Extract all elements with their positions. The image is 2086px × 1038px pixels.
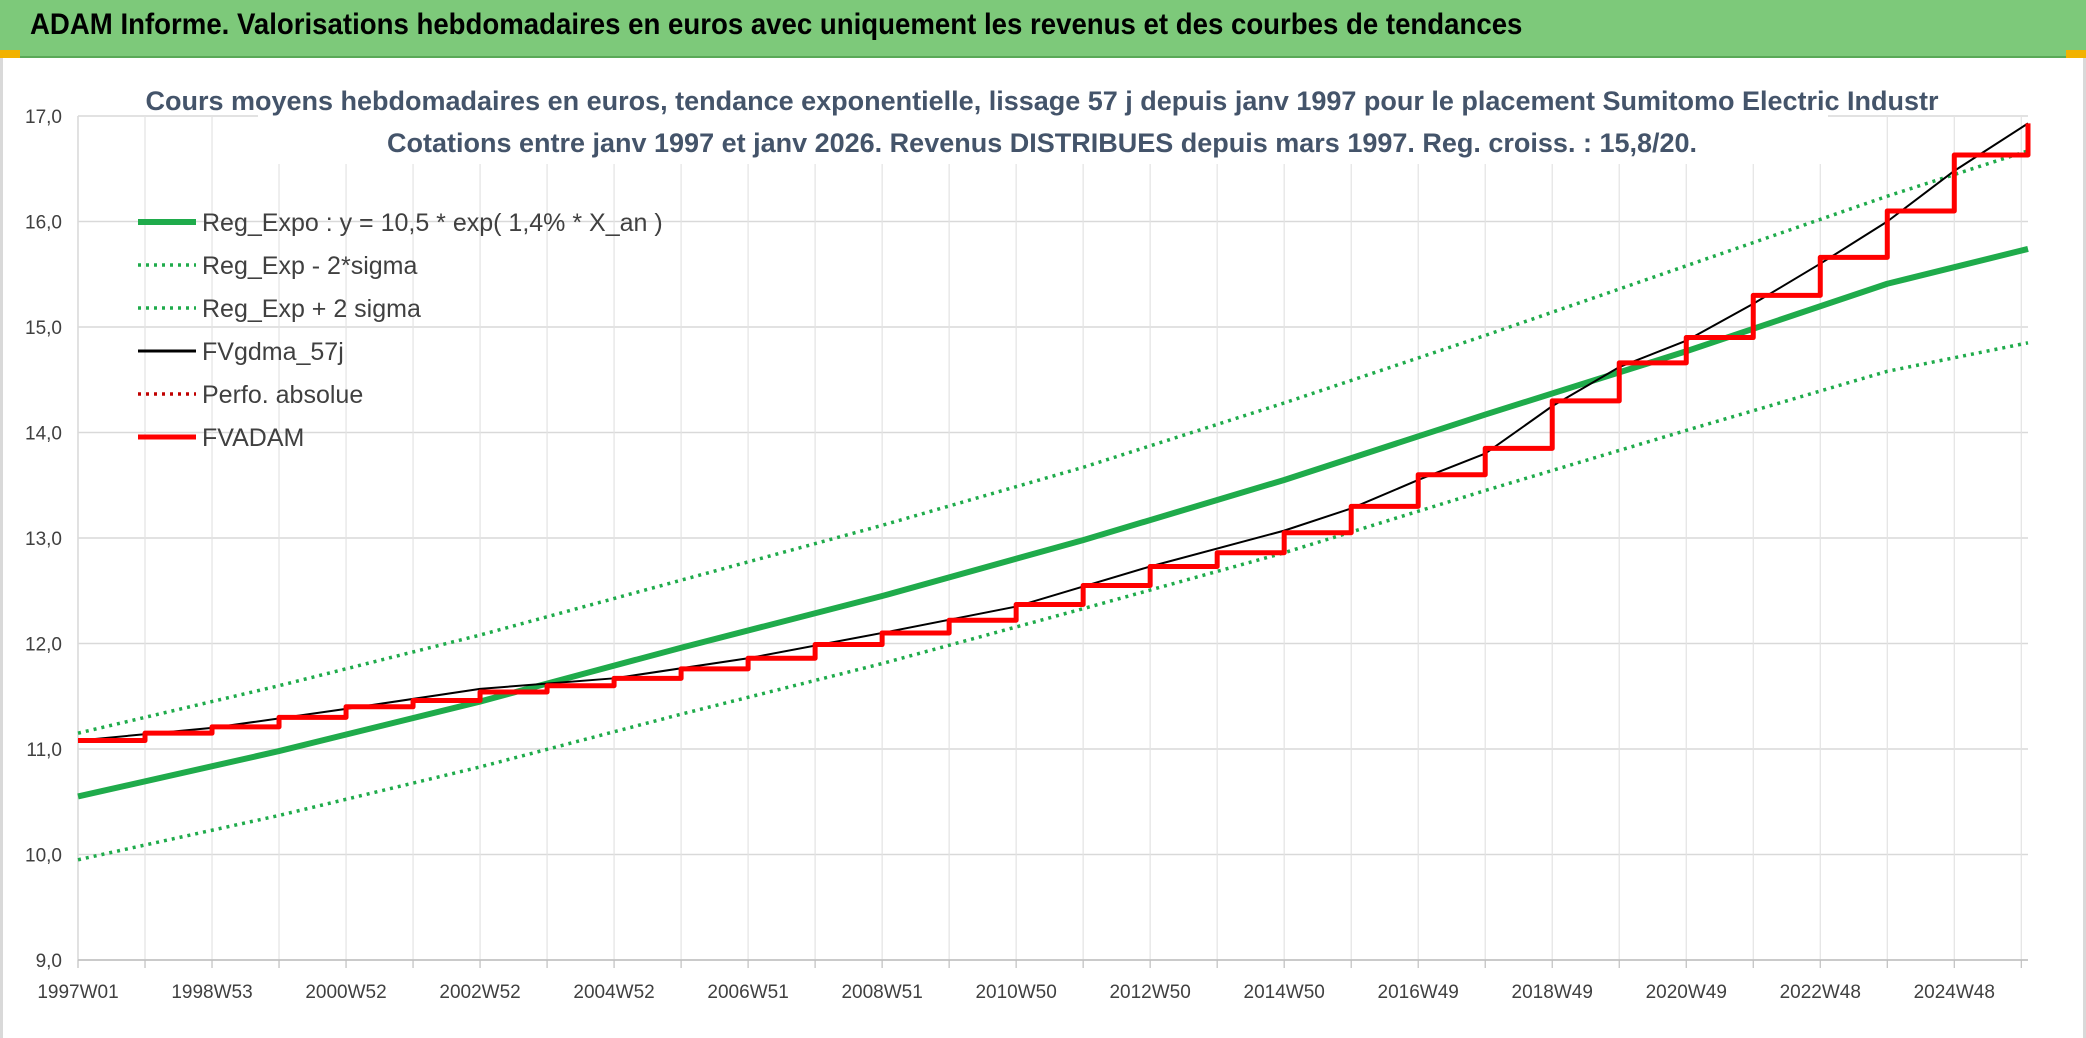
x-tick-label: 2016W49 <box>1378 982 1459 1003</box>
x-tick-label: 1997W01 <box>37 982 118 1003</box>
x-tick-label: 2018W49 <box>1512 982 1593 1003</box>
report-header: ADAM Informe. Valorisations hebdomadaire… <box>0 0 2086 58</box>
corner-accent-right <box>2066 50 2086 58</box>
x-tick-label: 2006W51 <box>707 982 788 1003</box>
x-tick-label: 2020W49 <box>1646 982 1727 1003</box>
report-title: ADAM Informe. Valorisations hebdomadaire… <box>30 8 1523 41</box>
grid <box>77 115 2028 968</box>
y-tick-label: 12,0 <box>25 635 62 656</box>
x-tick-label: 2004W52 <box>573 982 654 1003</box>
x-tick-label: 1998W53 <box>171 982 252 1003</box>
y-tick-label: 13,0 <box>25 529 62 550</box>
legend-label: Reg_Exp + 2 sigma <box>202 295 421 323</box>
series-line-0 <box>77 246 2029 800</box>
chart-title-line1: Cours moyens hebdomadaires en euros, ten… <box>145 86 1939 116</box>
x-tick-label: 2002W52 <box>439 982 520 1003</box>
y-tick-label: 14,0 <box>25 424 62 445</box>
y-tick-label: 16,0 <box>25 213 62 234</box>
x-tick-label: 2014W50 <box>1244 982 1325 1003</box>
legend-label: Perfo. absolue <box>202 381 363 409</box>
corner-accent-left <box>0 50 20 58</box>
y-tick-label: 10,0 <box>25 846 62 867</box>
y-tick-label: 11,0 <box>26 740 62 761</box>
legend-label: FVADAM <box>202 424 304 452</box>
chart-frame <box>0 58 2086 1038</box>
series-lines <box>77 122 2031 862</box>
title-background <box>258 84 1828 164</box>
x-tick-label: 2008W51 <box>841 982 922 1003</box>
legend-label: Reg_Exp - 2*sigma <box>202 252 417 280</box>
chart-title-line2: Cotations entre janv 1997 et janv 2026. … <box>387 128 1697 158</box>
legend-label: Reg_Expo : y = 10,5 * exp( 1,4% * X_an ) <box>202 209 663 237</box>
legend-label: FVgdma_57j <box>202 338 344 366</box>
y-axis-ticks: 9,0 10,0 11,0 12,0 13,0 14,0 15,0 16,0 17,0 <box>25 107 62 972</box>
x-axis-ticks: 1997W01 1998W53 2000W52 2002W52 2004W52 2006W… <box>37 982 1995 1003</box>
series-line-2 <box>77 149 2029 735</box>
y-tick-label: 17,0 <box>25 107 62 128</box>
y-tick-label: 15,0 <box>25 318 62 339</box>
x-tick-label: 2012W50 <box>1109 982 1190 1003</box>
series-line-1 <box>77 341 2029 862</box>
x-tick-label: 2022W48 <box>1780 982 1861 1003</box>
y-tick-label: 9,0 <box>36 951 62 972</box>
legend: Reg_Expo : y = 10,5 * exp( 1,4% * X_an )… <box>138 209 663 452</box>
series-line-5 <box>78 123 2031 744</box>
x-tick-label: 2024W48 <box>1914 982 1995 1003</box>
x-tick-label: 2000W52 <box>305 982 386 1003</box>
x-tick-label: 2010W50 <box>975 982 1056 1003</box>
